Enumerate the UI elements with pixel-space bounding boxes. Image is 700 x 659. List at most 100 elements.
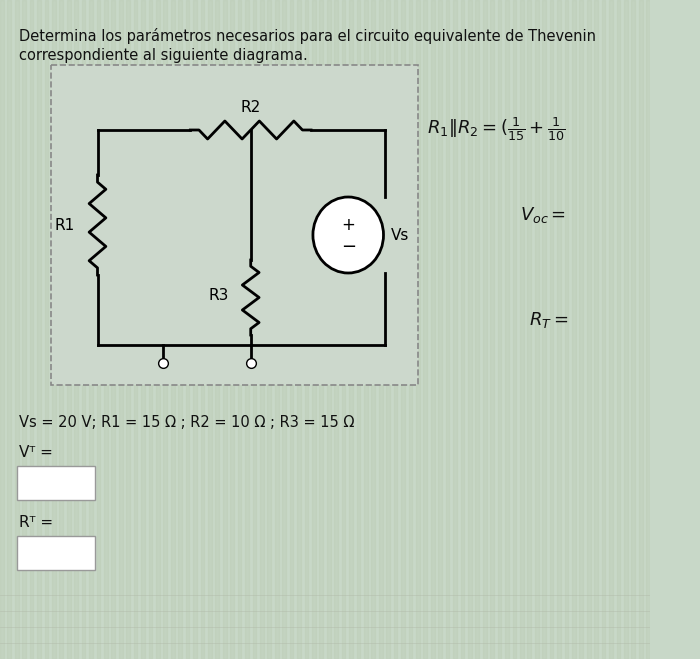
Bar (74, 0, 78, 659)
Bar (230, 0, 234, 659)
Bar (527, 0, 531, 659)
Text: +: + (342, 216, 355, 234)
Bar (624, 0, 628, 659)
Bar (446, 0, 449, 659)
Bar (156, 0, 160, 659)
Bar (424, 0, 427, 659)
Bar (646, 0, 650, 659)
Bar (178, 0, 182, 659)
Bar (208, 0, 211, 659)
FancyBboxPatch shape (17, 466, 95, 500)
Bar (319, 0, 323, 659)
Bar (327, 0, 330, 659)
Bar (550, 0, 554, 659)
Bar (349, 0, 353, 659)
Bar (572, 0, 575, 659)
Bar (565, 0, 568, 659)
Bar (45, 0, 48, 659)
Bar (297, 0, 301, 659)
Text: R3: R3 (208, 287, 228, 302)
Circle shape (313, 197, 384, 273)
Text: R2: R2 (241, 101, 261, 115)
Bar (52, 0, 56, 659)
Bar (512, 0, 517, 659)
Bar (245, 0, 249, 659)
Bar (260, 0, 264, 659)
Text: R1: R1 (55, 217, 75, 233)
Bar (409, 0, 412, 659)
Bar (557, 0, 561, 659)
Text: Vᵀ =: Vᵀ = (19, 445, 52, 460)
Bar (201, 0, 204, 659)
Bar (89, 0, 93, 659)
Bar (490, 0, 494, 659)
Bar (364, 0, 368, 659)
Bar (535, 0, 538, 659)
Bar (186, 0, 190, 659)
Bar (475, 0, 479, 659)
Bar (461, 0, 464, 659)
Bar (431, 0, 435, 659)
Text: Vs = 20 V; R1 = 15 Ω ; R2 = 10 Ω ; R3 = 15 Ω: Vs = 20 V; R1 = 15 Ω ; R2 = 10 Ω ; R3 = … (19, 415, 354, 430)
Bar (438, 0, 442, 659)
Bar (253, 0, 256, 659)
Bar (468, 0, 472, 659)
Bar (386, 0, 390, 659)
Bar (119, 0, 122, 659)
Bar (542, 0, 546, 659)
Bar (104, 0, 108, 659)
Bar (15, 0, 19, 659)
Bar (631, 0, 635, 659)
FancyBboxPatch shape (17, 536, 95, 570)
Bar (379, 0, 383, 659)
Bar (134, 0, 137, 659)
Bar (639, 0, 643, 659)
Text: Determina los parámetros necesarios para el circuito equivalente de Thevenin: Determina los parámetros necesarios para… (19, 28, 596, 44)
Bar (290, 0, 293, 659)
Bar (223, 0, 227, 659)
Bar (356, 0, 360, 659)
Bar (617, 0, 620, 659)
Bar (609, 0, 613, 659)
Text: $R_T=$: $R_T=$ (529, 310, 568, 330)
Bar (520, 0, 524, 659)
Text: correspondiente al siguiente diagrama.: correspondiente al siguiente diagrama. (19, 48, 307, 63)
FancyBboxPatch shape (51, 65, 418, 385)
Bar (275, 0, 279, 659)
Bar (37, 0, 41, 659)
Bar (60, 0, 63, 659)
Text: Rᵀ =: Rᵀ = (19, 515, 52, 530)
Bar (342, 0, 345, 659)
Bar (82, 0, 85, 659)
Bar (67, 0, 71, 659)
Bar (111, 0, 115, 659)
Bar (97, 0, 100, 659)
Bar (594, 0, 598, 659)
Bar (312, 0, 316, 659)
Bar (335, 0, 338, 659)
Text: $R_1\|R_2=(\frac{1}{15}+\frac{1}{10}$: $R_1\|R_2=(\frac{1}{15}+\frac{1}{10}$ (427, 115, 566, 143)
Bar (587, 0, 591, 659)
Bar (498, 0, 501, 659)
Text: $V_{oc}=$: $V_{oc}=$ (520, 205, 566, 225)
Bar (416, 0, 420, 659)
Bar (401, 0, 405, 659)
Bar (267, 0, 271, 659)
Bar (238, 0, 242, 659)
Bar (148, 0, 153, 659)
Text: −: − (341, 238, 356, 256)
Bar (29, 0, 34, 659)
Bar (372, 0, 375, 659)
Bar (22, 0, 26, 659)
Bar (171, 0, 174, 659)
Bar (163, 0, 167, 659)
Bar (304, 0, 308, 659)
Bar (193, 0, 197, 659)
Bar (0, 0, 4, 659)
Bar (580, 0, 583, 659)
Bar (453, 0, 457, 659)
Bar (505, 0, 509, 659)
Bar (8, 0, 11, 659)
Bar (126, 0, 130, 659)
Bar (393, 0, 398, 659)
